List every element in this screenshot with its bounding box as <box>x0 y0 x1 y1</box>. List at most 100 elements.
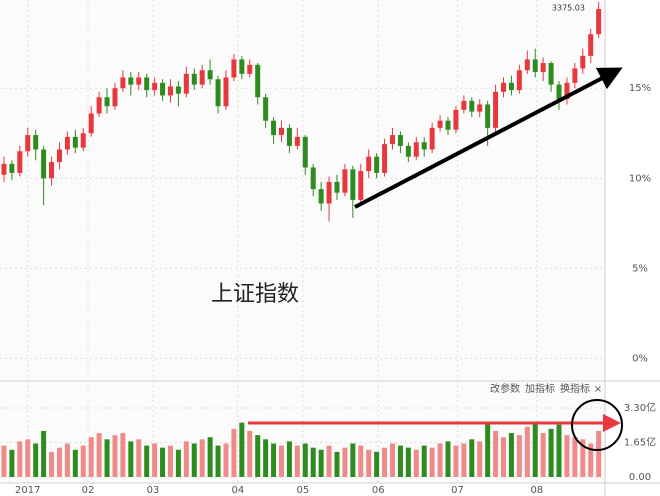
volume-bar <box>120 433 126 477</box>
volume-bar <box>501 437 507 477</box>
volume-bar <box>128 441 134 477</box>
volume-bar <box>294 445 300 477</box>
volume-bar <box>469 439 475 477</box>
volume-bar <box>144 445 150 477</box>
candle-body <box>286 127 292 146</box>
volume-bar <box>56 447 62 477</box>
candle-body <box>397 135 403 146</box>
volume-bar <box>421 445 427 477</box>
x-tick-label: 08 <box>530 485 543 496</box>
volume-bar <box>160 447 166 477</box>
candle-body <box>318 189 324 204</box>
candle-body <box>429 127 435 150</box>
candle-body <box>144 77 150 91</box>
volume-bar <box>461 443 467 477</box>
volume-bar <box>1 445 7 477</box>
candle-body <box>17 151 23 173</box>
candle-body <box>382 144 388 173</box>
candle-body <box>88 113 94 134</box>
candle-body <box>247 64 253 74</box>
candle-body <box>540 63 546 73</box>
x-tick-label: 02 <box>82 485 95 496</box>
volume-bar <box>278 445 284 477</box>
trend-arrow <box>354 67 623 209</box>
volume-bar <box>358 445 364 477</box>
index-label: 上证指数 <box>211 282 299 307</box>
volume-bar <box>199 439 205 477</box>
volume-bar <box>9 449 15 477</box>
volume-bar <box>64 443 70 477</box>
y-tick-label: 15% <box>629 83 651 94</box>
candle-body <box>493 91 499 128</box>
candle-body <box>255 64 261 98</box>
candle-body <box>239 59 245 74</box>
volume-bar <box>88 437 94 477</box>
control-button[interactable]: 换指标 <box>560 382 590 395</box>
x-tick-label: 03 <box>147 485 160 496</box>
candle-body <box>183 73 189 94</box>
volume-bar <box>437 443 443 477</box>
x-tick-label: 2017 <box>15 485 40 496</box>
volume-bar <box>191 443 197 477</box>
volume-bar <box>397 445 403 477</box>
candle-body <box>96 97 102 114</box>
volume-bar <box>596 430 602 477</box>
candle-body <box>271 120 277 136</box>
candle-body <box>453 109 459 130</box>
candle-body <box>9 163 15 173</box>
x-tick-label: 07 <box>451 485 464 496</box>
candle-body <box>477 104 483 112</box>
candle-body <box>199 70 205 85</box>
volume-bar <box>548 428 554 477</box>
volume-bar <box>310 447 316 477</box>
volume-bar <box>223 443 229 477</box>
candle-body <box>405 145 411 157</box>
candle-body <box>532 59 538 73</box>
volume-bar <box>389 443 395 477</box>
y-tick-label: 10% <box>629 173 651 184</box>
candle-body <box>508 82 514 91</box>
volume-bar <box>532 422 538 477</box>
candle-body <box>128 77 134 85</box>
candle-body <box>223 77 229 107</box>
candle-body <box>564 82 570 100</box>
volume-bar <box>215 445 221 477</box>
y-tick-label: 1.65亿 <box>624 435 656 448</box>
volume-bar <box>477 441 483 477</box>
close-button[interactable]: × <box>594 384 602 395</box>
control-button[interactable]: 改参数 <box>490 382 520 395</box>
volume-bar <box>33 443 39 477</box>
candle-body <box>548 63 554 85</box>
candle-body <box>326 181 332 204</box>
volume-bar <box>25 439 31 477</box>
volume-bar <box>556 424 562 477</box>
volume-bar <box>485 422 491 477</box>
y-tick-label: 0.00 <box>629 472 651 483</box>
y-tick-label: 3.30亿 <box>624 401 656 414</box>
candle-body <box>302 136 308 168</box>
candle-body <box>167 86 173 96</box>
candle-body <box>556 84 562 100</box>
candle-body <box>80 133 86 148</box>
candle-body <box>596 9 602 35</box>
candle-body <box>104 97 110 107</box>
volume-bar <box>263 439 269 477</box>
volume-bar <box>104 439 110 477</box>
volume-bar <box>247 430 253 477</box>
volume-bar <box>350 443 356 477</box>
volume-bar <box>152 443 158 477</box>
volume-bar <box>96 433 102 477</box>
candle-body <box>160 82 166 96</box>
volume-bar <box>49 451 55 477</box>
control-button[interactable]: 加指标 <box>525 382 555 395</box>
volume-bar <box>405 447 411 477</box>
volume-bar <box>136 439 142 477</box>
candle-body <box>350 169 356 200</box>
volume-bar <box>413 449 419 477</box>
candle-body <box>1 163 7 175</box>
volume-bar <box>231 428 237 477</box>
volume-bar <box>564 435 570 477</box>
volume-bar <box>366 449 372 477</box>
candle-body <box>263 97 269 121</box>
volume-bar <box>334 451 340 477</box>
